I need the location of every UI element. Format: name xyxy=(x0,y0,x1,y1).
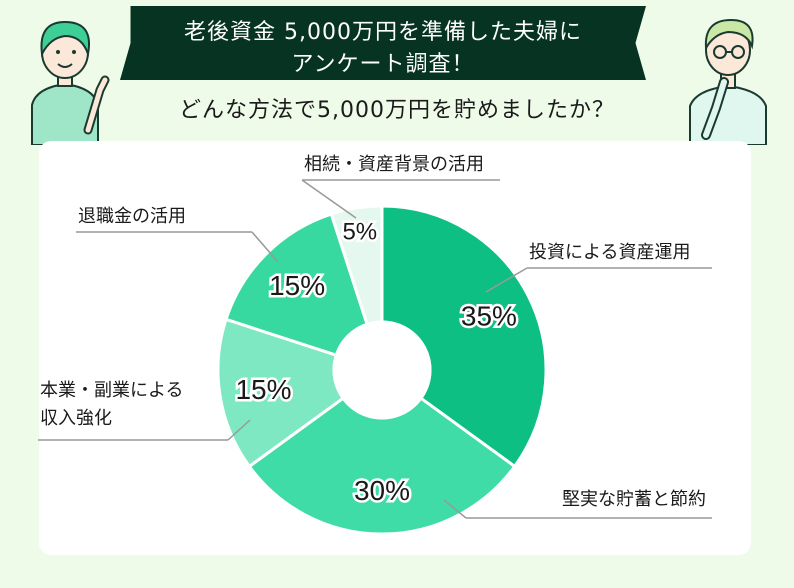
woman-illustration xyxy=(31,20,110,145)
category-label-income-line2: 収入強化 xyxy=(40,408,112,429)
title-line-1: 老後資金 5,000万円を準備した夫婦に xyxy=(184,20,582,45)
value-label-retirement: 15% xyxy=(269,270,325,301)
category-label-inheritance: 相続・資産背景の活用 xyxy=(304,154,484,175)
title-line-2: アンケート調査！ xyxy=(291,52,475,77)
category-label-retirement: 退職金の活用 xyxy=(78,206,186,227)
value-label-savings: 30% xyxy=(354,475,410,506)
value-label-inheritance: 5% xyxy=(342,219,377,246)
title-banner xyxy=(120,6,646,80)
value-label-income: 15% xyxy=(235,374,291,405)
value-label-investment: 35% xyxy=(461,301,517,332)
leader-line-savings xyxy=(443,499,467,519)
category-label-income-line1: 本業・副業による xyxy=(40,380,183,401)
leader-line-inheritance xyxy=(301,179,357,219)
leader-line-investment xyxy=(485,267,528,293)
leader-line-retirement xyxy=(251,231,279,263)
man-illustration xyxy=(689,18,767,145)
donut-hole xyxy=(332,320,432,420)
leader-line-income xyxy=(227,419,251,441)
category-label-savings: 堅実な貯蓄と節約 xyxy=(562,489,706,510)
category-label-investment: 投資による資産運用 xyxy=(529,242,690,263)
survey-question: どんな方法で5,000万円を貯めましたか？ xyxy=(179,98,615,123)
